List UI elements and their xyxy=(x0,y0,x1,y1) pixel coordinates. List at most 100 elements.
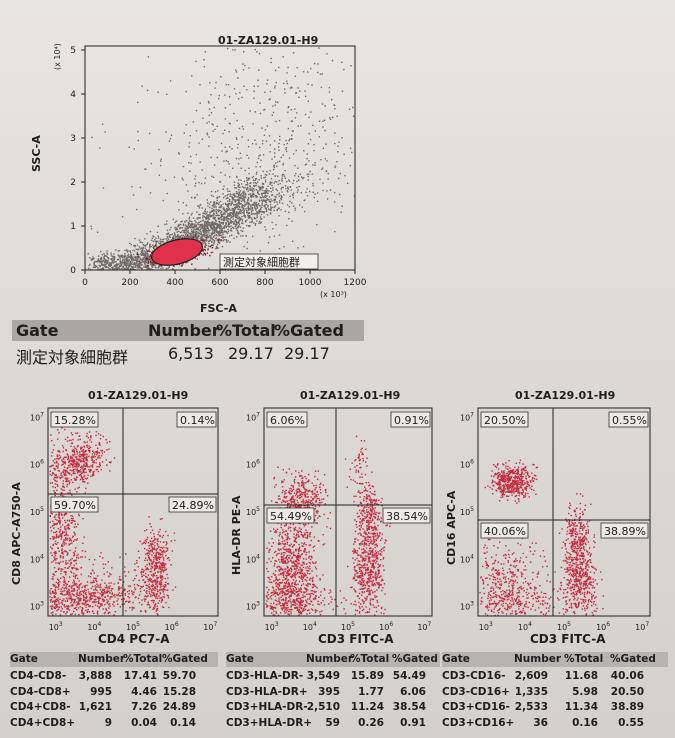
quad3-points xyxy=(479,459,605,617)
quad-table-2-header-0: Gate xyxy=(226,653,254,665)
quad3-lr: 38.89% xyxy=(604,525,646,538)
quad1-title: 01-ZA129.01-H9 xyxy=(88,389,188,402)
quad-table-3-cell: 0.55 xyxy=(618,716,644,729)
log-y-tick-label: 107 xyxy=(246,411,260,422)
quad-table-1-cell: CD4-CD8+ xyxy=(10,685,71,698)
quad-table-1-cell: 0.14 xyxy=(170,716,196,729)
quad-table-3-cell: 1,335 xyxy=(514,685,548,698)
quad-table-3-cell: 38.89 xyxy=(610,701,644,713)
log-x-tick-label: 107 xyxy=(417,621,431,632)
log-x-tick-label: 106 xyxy=(165,621,179,632)
gate-row-name: 測定対象細胞群 xyxy=(16,348,129,367)
quad-table-2-cell: 0.91 xyxy=(400,716,426,729)
quad2-ll-box xyxy=(266,507,315,524)
quad1-points xyxy=(49,427,177,616)
gate-label: 測定対象細胞群 xyxy=(223,255,300,269)
quad-table-1-header-3: %Gated xyxy=(162,653,208,665)
log-y-tick-label: 107 xyxy=(30,411,44,422)
quad-table-3-header-3: %Gated xyxy=(610,653,656,665)
quad-table-1: Gate Number %Total %Gated CD4-CD8- 3,888 17.41… xyxy=(10,652,218,729)
quad2-title: 01-ZA129.01-H9 xyxy=(300,389,400,402)
quad-table-3: Gate Number %Total %Gated CD3-CD16- 2,609 11.6… xyxy=(442,652,668,729)
quad-table-1-header-2: %Total xyxy=(123,653,163,665)
quad3-ur: 0.55% xyxy=(612,414,647,427)
quad-plot-cd3-hladr: 01-ZA129.01-H9 6.06% 0.91% 54.49% 38.54%… xyxy=(230,389,433,646)
log-y-tick-label: 106 xyxy=(30,459,44,470)
main-y-tick-label: 3 xyxy=(70,134,76,144)
log-y-tick-label: 106 xyxy=(246,459,260,470)
main-x-tick-label: 1000 xyxy=(299,278,322,288)
quad-table-2-cell: 395 xyxy=(318,685,340,698)
log-x-tick-label: 107 xyxy=(635,621,649,632)
quad-table-1-cell: 0.04 xyxy=(131,716,157,729)
quad1-ur-box xyxy=(176,411,217,428)
quad-table-3-header-2: %Total xyxy=(564,653,604,665)
main-y-tick-label: 2 xyxy=(70,178,76,188)
log-x-tick-label: 104 xyxy=(87,621,101,632)
quad-table-2-cell: CD3+HLA-DR+ xyxy=(226,716,313,729)
y-multiplier: (x 10⁴) xyxy=(53,43,62,70)
quad3-frame xyxy=(477,407,651,617)
quad3-ul-box xyxy=(480,411,529,428)
quad-table-3-cell: 2,609 xyxy=(514,670,548,682)
log-x-tick-label: 104 xyxy=(518,621,532,632)
gate-label-box xyxy=(219,253,319,270)
x-multiplier: (x 10³) xyxy=(320,290,347,299)
quad-plot-cd4-cd8: 01-ZA129.01-H9 15.28% 0.14% 59.70% 24.89… xyxy=(10,389,219,646)
quad-table-1-cell: 9 xyxy=(104,716,112,729)
log-x-tick-label: 103 xyxy=(49,621,63,632)
measurement-gate-ellipse[interactable] xyxy=(149,234,205,270)
quad-table-1-cell: 4.46 xyxy=(131,685,157,698)
quad-table-2-header-bar xyxy=(226,652,440,667)
main-x-tick-label: 400 xyxy=(166,278,183,288)
quad-table-3-cell: 20.50 xyxy=(610,685,644,698)
quad1-xlabel: CD4 PC7-A xyxy=(98,632,170,646)
quad-table-2-cell: 6.06 xyxy=(400,685,426,698)
log-x-tick-label: 105 xyxy=(341,621,355,632)
gate-row-total: 29.17 xyxy=(228,344,274,363)
log-y-tick-label: 105 xyxy=(460,506,474,517)
quad2-ur-box xyxy=(390,411,431,428)
quad-table-2-cell: CD3-HLA-DR+ xyxy=(226,685,308,698)
log-y-tick-label: 104 xyxy=(460,553,474,564)
main-y-label: SSC-A xyxy=(30,135,43,172)
quad-table-3-cell: CD3+CD16+ xyxy=(442,716,515,729)
quad2-lr: 38.54% xyxy=(386,510,428,523)
quad-table-1-header-1: Number xyxy=(78,653,126,665)
log-x-tick-label: 105 xyxy=(557,621,571,632)
gate-table-header-bar xyxy=(12,320,364,341)
quad3-ll-box xyxy=(480,522,529,539)
log-y-tick-label: 105 xyxy=(246,506,260,517)
log-y-tick-label: 103 xyxy=(30,601,44,612)
quad1-ll-box xyxy=(50,496,99,513)
log-x-tick-label: 103 xyxy=(479,621,493,632)
quad2-frame xyxy=(263,407,433,617)
quad-table-3-cell: 5.98 xyxy=(572,685,598,698)
quad-table-2-cell: 2,510 xyxy=(306,701,340,713)
main-y-tick-label: 5 xyxy=(70,46,76,56)
gate-row-gated: 29.17 xyxy=(284,344,330,363)
quad-plot-cd3-cd16: 01-ZA129.01-H9 20.50% 0.55% 40.06% 38.89… xyxy=(445,389,651,646)
quad-table-1-cell: 3,888 xyxy=(78,670,112,682)
quad1-ul-box xyxy=(50,411,99,428)
quad1-lr-box xyxy=(168,496,217,513)
quad-table-3-cell: 0.16 xyxy=(572,716,598,729)
quad-table-3-header-bar xyxy=(442,652,668,667)
quad-table-2-cell: 15.89 xyxy=(350,670,384,682)
quad3-ur-box xyxy=(608,411,649,428)
main-y-ticks: 0 1 2 3 4 5 xyxy=(70,46,85,276)
gate-header-number: Number xyxy=(148,321,220,340)
log-x-tick-label: 104 xyxy=(303,621,317,632)
quad-table-1-cell: 24.89 xyxy=(162,701,196,713)
quad-table-1-header-bar xyxy=(10,652,218,667)
log-y-tick-label: 107 xyxy=(460,411,474,422)
main-scatter-points xyxy=(87,47,356,271)
quad2-ul: 6.06% xyxy=(270,414,305,427)
quad-table-1-header-0: Gate xyxy=(10,653,38,665)
main-x-ticks: 0 200 400 600 800 1000 1200 xyxy=(82,270,367,288)
quad3-lr-box xyxy=(600,522,649,539)
main-y-tick-label: 1 xyxy=(70,222,76,232)
log-y-tick-label: 104 xyxy=(246,553,260,564)
quad1-lr: 24.89% xyxy=(172,499,214,512)
quad-table-1-cell: 7.26 xyxy=(131,701,157,713)
